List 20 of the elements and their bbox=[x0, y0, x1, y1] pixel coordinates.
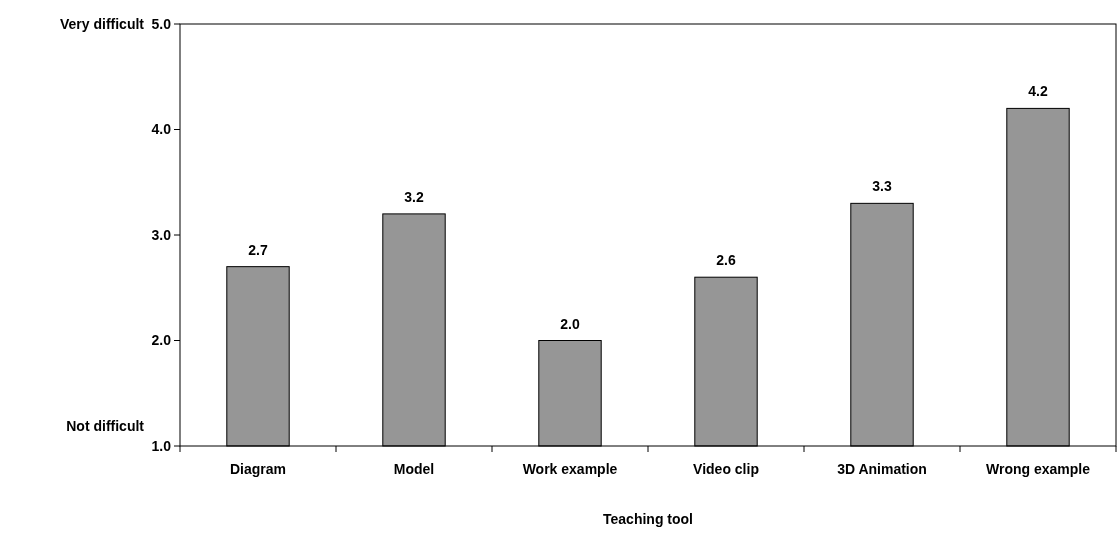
data-label: 3.2 bbox=[404, 188, 424, 205]
y-tick-label: 1.0 bbox=[151, 437, 172, 454]
y-tick-label: 3.0 bbox=[151, 226, 172, 243]
x-tick-label: 3D Animation bbox=[837, 461, 927, 477]
y-tick-label: 2.0 bbox=[151, 332, 172, 349]
data-label: 4.2 bbox=[1028, 83, 1048, 100]
x-tick-label: Diagram bbox=[229, 461, 287, 477]
x-tick-label: Work example bbox=[522, 461, 618, 477]
data-label: 2.0 bbox=[560, 315, 580, 332]
data-label: 3.3 bbox=[872, 178, 892, 195]
y-tick-label: 4.0 bbox=[151, 121, 172, 138]
x-tick-label: Wrong example bbox=[986, 461, 1091, 477]
x-tick-label: Video clip bbox=[693, 461, 759, 477]
data-label: 2.6 bbox=[716, 252, 736, 269]
text: Very difficult bbox=[59, 15, 145, 32]
x-tick-label: Model bbox=[393, 461, 435, 477]
data-label: 2.7 bbox=[248, 241, 268, 258]
y-tick-label: 5.0 bbox=[151, 15, 172, 32]
text: Not difficult bbox=[66, 417, 145, 434]
x-axis-title: Teaching tool bbox=[603, 511, 693, 527]
